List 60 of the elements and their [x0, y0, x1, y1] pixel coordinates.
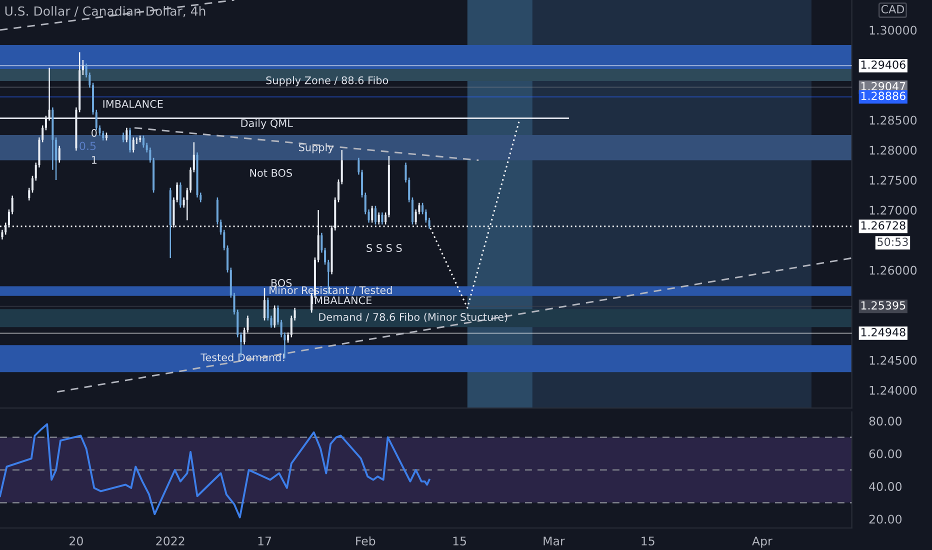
x-tick-label: Mar: [544, 536, 565, 546]
x-tick-label: 20: [70, 536, 83, 546]
x-tick-label: Apr: [752, 536, 772, 548]
candlestick: [129, 127, 132, 154]
candlestick: [384, 212, 387, 226]
candlestick: [58, 145, 60, 164]
y-tick-label: 20.00: [869, 514, 902, 524]
ref-line-label: 1.25395: [861, 301, 906, 310]
text: CAD: [881, 5, 904, 14]
candlestick: [142, 135, 144, 148]
candlestick: [411, 196, 414, 226]
x-tick-label: 15: [642, 536, 654, 546]
candlestick: [264, 287, 266, 322]
y-tick-label: 1.30000: [870, 26, 917, 35]
candlestick: [274, 304, 276, 328]
y-tick-label: 1.24000: [870, 386, 917, 395]
candlestick: [374, 205, 376, 226]
y-tick-label: 40.00: [869, 482, 902, 491]
annotation: 0.5: [80, 142, 96, 150]
x-tick-label: Feb: [356, 536, 376, 546]
candlestick: [82, 59, 84, 76]
annotation: S S S S: [366, 244, 402, 252]
annotation: Daily QML: [241, 119, 293, 130]
annotation: Supply: [299, 143, 334, 154]
candlestick: [122, 132, 124, 143]
chart-title: U.S. Dollar / Canadian Dollar, 4h: [5, 6, 206, 18]
candlestick: [287, 332, 290, 344]
y-tick-label: 80.00: [869, 416, 902, 426]
ref-line-label: 1.26728: [861, 221, 906, 230]
text: 50:53: [878, 238, 908, 246]
candlestick: [132, 136, 134, 154]
annotation: 1: [92, 156, 97, 164]
candlestick: [192, 142, 195, 173]
ref-line-label: 1.29047: [861, 82, 906, 90]
annotation: IMBALANCE: [103, 100, 163, 108]
y-tick-label: 1.27000: [870, 206, 917, 215]
x-tick-label: 15: [453, 536, 466, 546]
y-tick-label: 1.24500: [870, 356, 917, 365]
ref-line-label: 1.29406: [861, 60, 906, 69]
y-tick-label: 1.28500: [870, 116, 917, 125]
line-series: [0, 423, 430, 518]
candlestick: [381, 212, 384, 226]
candlestick: [378, 212, 380, 226]
candlestick: [126, 127, 128, 143]
y-tick-label: 1.27500: [870, 176, 917, 185]
ref-line-label: 1.28886: [861, 92, 906, 100]
y-tick-label: 1.28000: [870, 146, 917, 155]
annotation: BOS: [271, 279, 292, 287]
candlestick: [4, 222, 7, 236]
y-tick-label: 1.26000: [870, 266, 917, 275]
y-tick-label: 60.00: [869, 449, 902, 458]
x-tick-label: 17: [258, 536, 272, 546]
x-tick-label: 2022: [156, 536, 184, 546]
annotation: Not BOS: [250, 168, 292, 177]
annotation: 0: [92, 128, 97, 137]
ref-line-label: 1.24948: [861, 328, 906, 336]
candlestick: [371, 205, 374, 224]
annotation: Supply Zone / 88.6 Fibo: [266, 76, 388, 86]
candlestick: [179, 182, 182, 208]
candlestick: [422, 202, 424, 215]
